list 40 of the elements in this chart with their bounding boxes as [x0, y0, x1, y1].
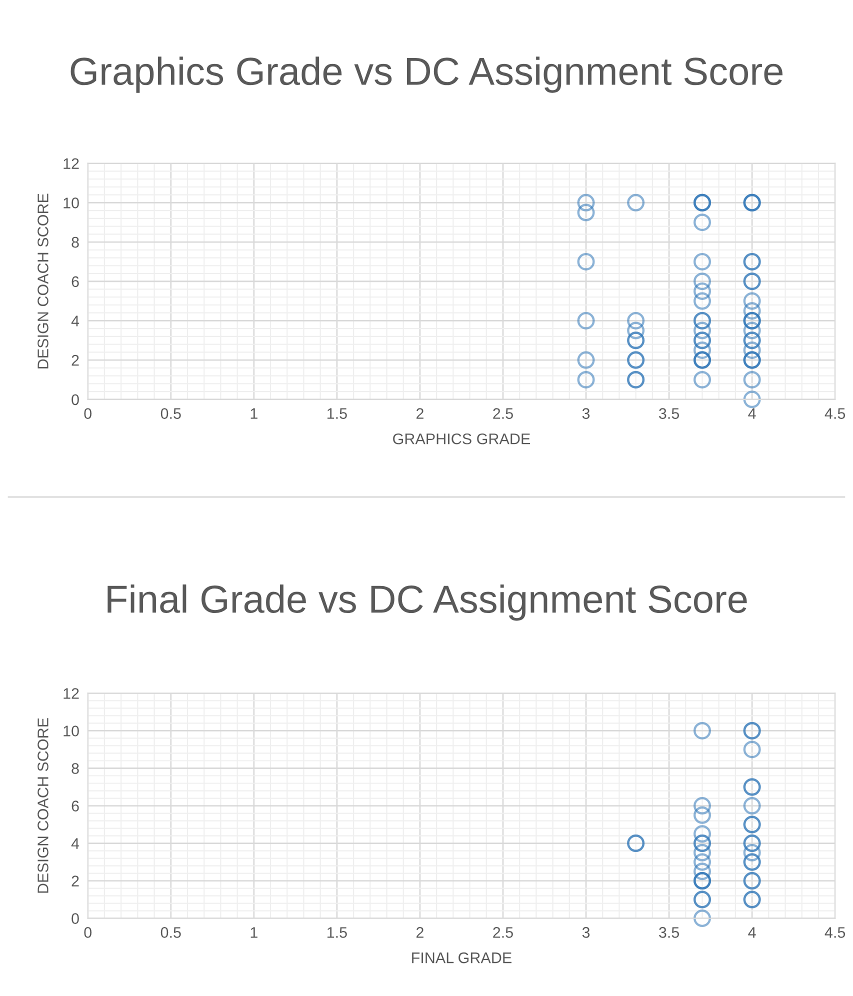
- y-tick-label: 2: [72, 354, 79, 366]
- y-axis-title: DESIGN COACH SCORE: [38, 194, 48, 368]
- x-tick-label: 1.5: [327, 927, 347, 938]
- x-tick-label: 2: [416, 408, 424, 419]
- y-tick-label: 0: [72, 913, 79, 924]
- x-tick-label: 0: [84, 408, 92, 419]
- x-tick-label: 3.5: [659, 408, 680, 419]
- chart-title: Final Grade vs DC Assignment Score: [108, 584, 747, 621]
- x-tick-label: 3: [582, 408, 590, 419]
- x-tick-label: 2.5: [493, 927, 513, 938]
- y-tick-label: 8: [72, 236, 79, 248]
- y-tick-label: 4: [71, 316, 80, 326]
- x-tick-label: 3.5: [659, 927, 680, 938]
- x-axis-title: GRAPHICS GRADE: [393, 433, 530, 444]
- y-tick-label: 0: [72, 394, 79, 406]
- y-tick-label: 10: [64, 198, 79, 208]
- x-axis-title: FINAL GRADE: [412, 952, 512, 964]
- y-tick-label: 12: [64, 158, 79, 169]
- x-tick-label: 4.5: [824, 408, 846, 419]
- x-tick-label: 3: [582, 927, 590, 938]
- y-axis-title: DESIGN COACH SCORE: [38, 718, 48, 893]
- chart-title: Graphics Grade vs DC Assignment Score: [70, 56, 782, 93]
- y-tick-label: 8: [72, 763, 79, 774]
- x-tick-label: 2: [416, 927, 424, 938]
- x-tick-label: 4.5: [824, 927, 846, 938]
- y-tick-label: 4: [71, 838, 80, 849]
- x-tick-label: 0: [84, 927, 92, 938]
- x-tick-label: 1.5: [327, 408, 347, 419]
- y-tick-label: 12: [64, 688, 79, 699]
- x-tick-label: 1: [250, 408, 258, 419]
- x-tick-label: 1: [250, 927, 258, 938]
- y-tick-label: 2: [72, 876, 79, 886]
- x-tick-label: 2.5: [493, 408, 513, 419]
- x-tick-label: 4: [748, 408, 756, 419]
- x-tick-label: 0.5: [160, 408, 181, 419]
- x-tick-label: 0.5: [160, 927, 181, 938]
- y-tick-label: 6: [72, 276, 79, 288]
- x-tick-label: 4: [748, 927, 756, 938]
- y-tick-label: 6: [72, 800, 79, 812]
- y-tick-label: 10: [64, 726, 79, 736]
